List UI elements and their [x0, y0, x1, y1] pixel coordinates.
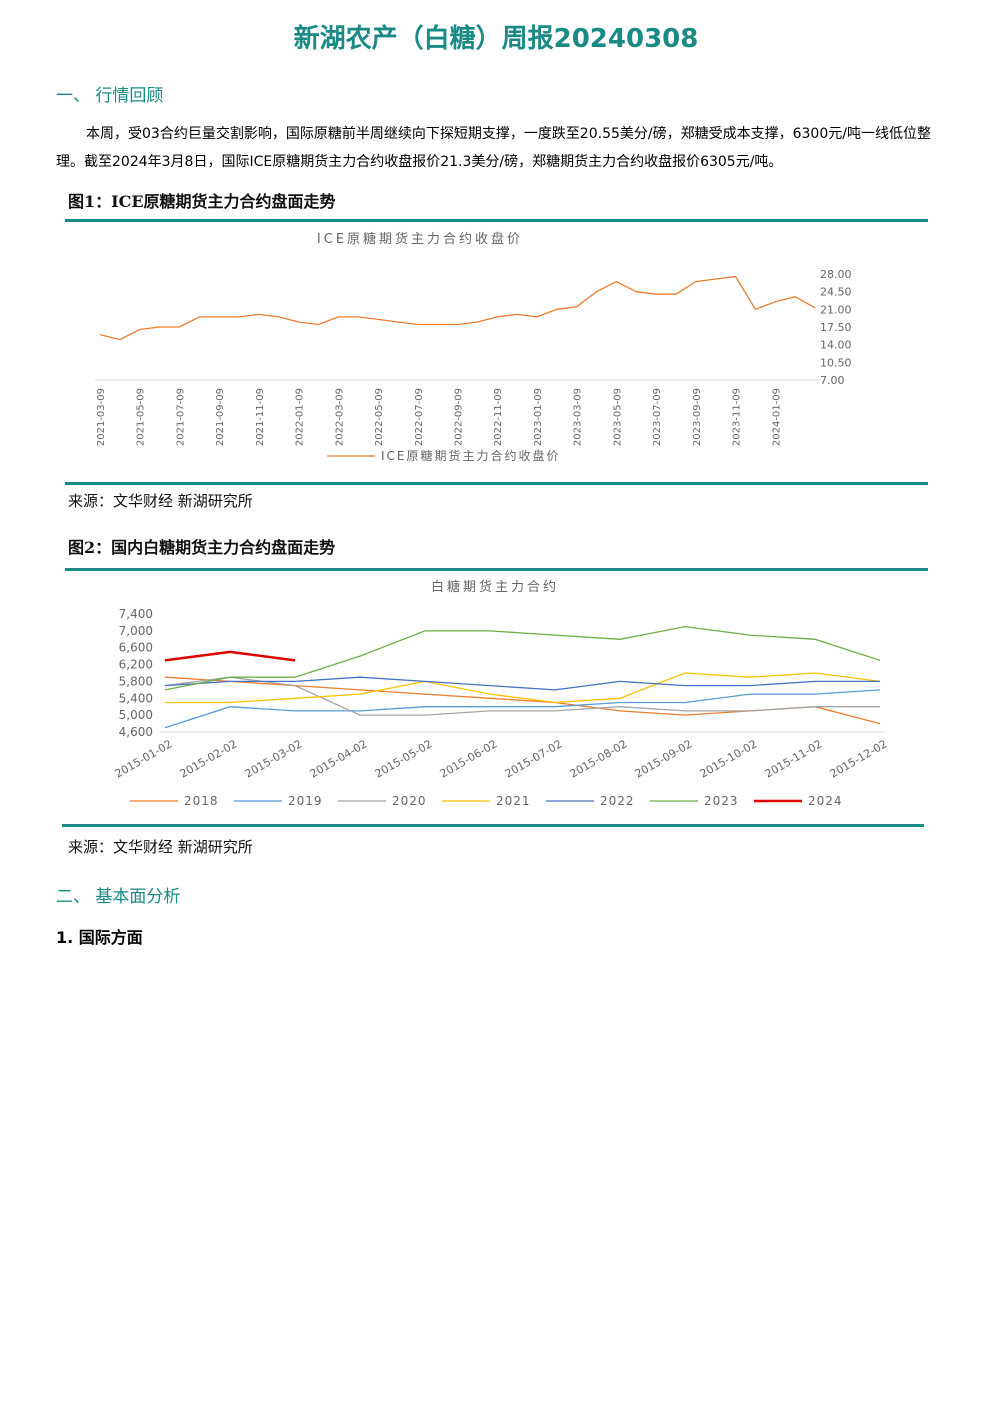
x-tick-label: 2021-05-09: [136, 388, 147, 446]
chart: 白糖期货主力合约 4,600 5,000 5,400 5,800 6,200 6,600 7,…: [113, 579, 890, 808]
x-tick-label: 2015-12-02: [828, 737, 890, 780]
x-tick-label: 2015-10-02: [698, 737, 760, 780]
figure-caption: 图2：国内白糖期货主力合约盘面走势: [68, 538, 336, 557]
x-tick-label: 2015-04-02: [308, 737, 370, 780]
section-heading: 二、 基本面分析: [56, 887, 181, 907]
y-tick-label: 21.00: [820, 303, 852, 316]
x-tick-label: 2015-07-02: [503, 737, 565, 780]
y-tick-label: 28.00: [820, 268, 852, 281]
x-tick-label: 2023-03-09: [573, 388, 584, 446]
legend-label: 2020: [392, 794, 427, 808]
chart-title: ICE原糖期货主力合约收盘价: [317, 231, 523, 247]
doc-title: 新湖农产（白糖）周报20240308: [293, 24, 699, 54]
x-tick-label: 2022-11-09: [493, 388, 504, 446]
x-tick-label: 2015-08-02: [568, 737, 630, 780]
y-tick-label: 24.50: [820, 286, 852, 299]
y-tick-label: 14.00: [820, 339, 852, 352]
legend-label: 2023: [704, 794, 739, 808]
legend-label: 2024: [808, 794, 843, 808]
legend-label: 2018: [184, 794, 219, 808]
figure-source: 来源：文华财经 新湖研究所: [68, 492, 253, 510]
x-tick-label: 2024-01-09: [771, 388, 782, 446]
series-line: [164, 689, 881, 729]
x-tick-label: 2022-05-09: [374, 388, 385, 446]
chart: ICE原糖期货主力合约收盘价 7.00 10.50 14.00 17.50 21.00 24…: [95, 231, 852, 463]
x-tick-label: 2022-07-09: [414, 388, 425, 446]
legend-label: ICE原糖期货主力合约收盘价: [381, 448, 561, 463]
series-line: [164, 625, 881, 691]
subheading: 1. 国际方面: [56, 928, 143, 947]
series-line: [164, 676, 880, 716]
x-tick-label: 2015-09-02: [633, 737, 695, 780]
series-line: [164, 650, 296, 662]
x-tick-label: 2015-01-02: [113, 737, 175, 780]
y-tick-label: 5,800: [119, 674, 153, 688]
legend-label: 2021: [496, 794, 531, 808]
chart-title: 白糖期货主力合约: [431, 579, 559, 595]
x-tick-label: 2022-09-09: [454, 388, 465, 446]
x-tick-label: 2023-01-09: [533, 388, 544, 446]
rule: [65, 482, 928, 485]
y-tick-label: 7.00: [820, 374, 845, 387]
x-tick-label: 2021-07-09: [175, 388, 186, 446]
y-tick-label: 17.50: [820, 321, 852, 334]
y-tick-label: 4,600: [119, 725, 153, 739]
y-tick-label: 10.50: [820, 356, 852, 369]
y-tick-label: 7,000: [119, 624, 153, 638]
legend-label: 2022: [600, 794, 635, 808]
x-tick-label: 2023-11-09: [732, 388, 743, 446]
rule: [62, 824, 924, 827]
x-tick-label: 2021-11-09: [255, 388, 266, 446]
figure-source: 来源：文华财经 新湖研究所: [68, 838, 253, 856]
x-tick-label: 2015-06-02: [438, 737, 500, 780]
series-line: [99, 275, 816, 341]
paragraph: 本周，受03合约巨量交割影响，国际原糖前半周继续向下探短期支撑，一度跌至20.5…: [56, 126, 931, 170]
y-tick-label: 6,600: [119, 641, 153, 655]
x-tick-label: 2023-09-09: [692, 388, 703, 446]
series-line: [165, 672, 881, 704]
figure-caption: 图1：ICE原糖期货主力合约盘面走势: [68, 192, 336, 211]
x-tick-label: 2023-05-09: [612, 388, 623, 446]
rule: [65, 568, 928, 571]
x-tick-label: 2015-02-02: [178, 737, 240, 780]
x-tick-label: 2021-09-09: [215, 388, 226, 446]
x-tick-label: 2023-07-09: [652, 388, 663, 446]
y-tick-label: 5,400: [119, 691, 153, 705]
y-tick-label: 5,000: [119, 708, 153, 722]
x-tick-label: 2021-03-09: [96, 388, 107, 446]
x-tick-label: 2015-11-02: [763, 737, 825, 780]
series-line: [164, 676, 880, 691]
x-tick-label: 2015-05-02: [373, 737, 435, 780]
y-tick-label: 7,400: [119, 607, 153, 621]
x-tick-label: 2022-01-09: [295, 388, 306, 446]
x-tick-label: 2015-03-02: [243, 737, 305, 780]
y-tick-label: 6,200: [119, 658, 153, 672]
legend-label: 2019: [288, 794, 323, 808]
x-tick-label: 2022-03-09: [334, 388, 345, 446]
section-heading: 一、 行情回顾: [56, 86, 164, 106]
rule: [65, 219, 928, 222]
